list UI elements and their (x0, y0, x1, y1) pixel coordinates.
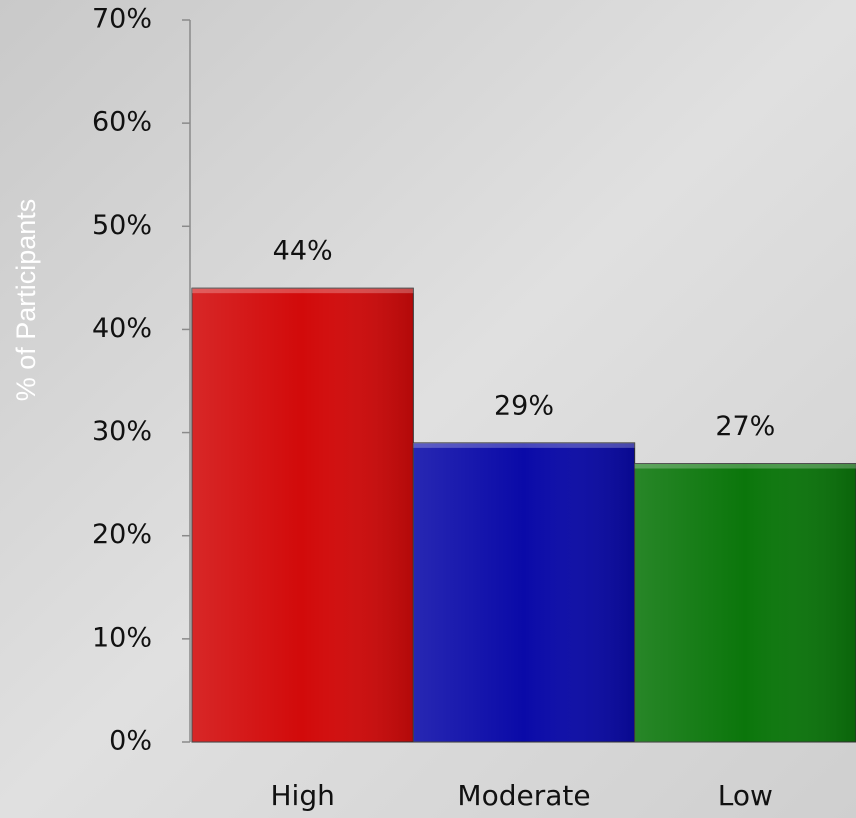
y-tick-label: 20% (92, 519, 152, 550)
value-label: 29% (494, 390, 554, 421)
bar-shade (413, 442, 635, 742)
value-label: 44% (273, 236, 333, 267)
bar-top-edge (413, 442, 635, 448)
x-tick-label: High (270, 779, 334, 812)
value-label: 27% (715, 411, 775, 442)
x-tick-label: Low (718, 779, 773, 812)
y-axis-title: % of Participants (11, 199, 41, 402)
y-tick-label: 70% (92, 4, 152, 35)
y-tick-label: 10% (92, 622, 152, 653)
y-tick-label: 50% (92, 210, 152, 241)
bar-shade (192, 288, 414, 742)
y-tick-label: 30% (92, 416, 152, 447)
bar-top-edge (192, 288, 414, 294)
bar-shade (634, 463, 856, 742)
bar-top-edge (634, 463, 856, 469)
y-tick-label: 40% (92, 313, 152, 344)
y-tick-label: 60% (92, 107, 152, 138)
y-tick-label: 0% (109, 726, 152, 757)
x-tick-label: Moderate (457, 779, 590, 812)
